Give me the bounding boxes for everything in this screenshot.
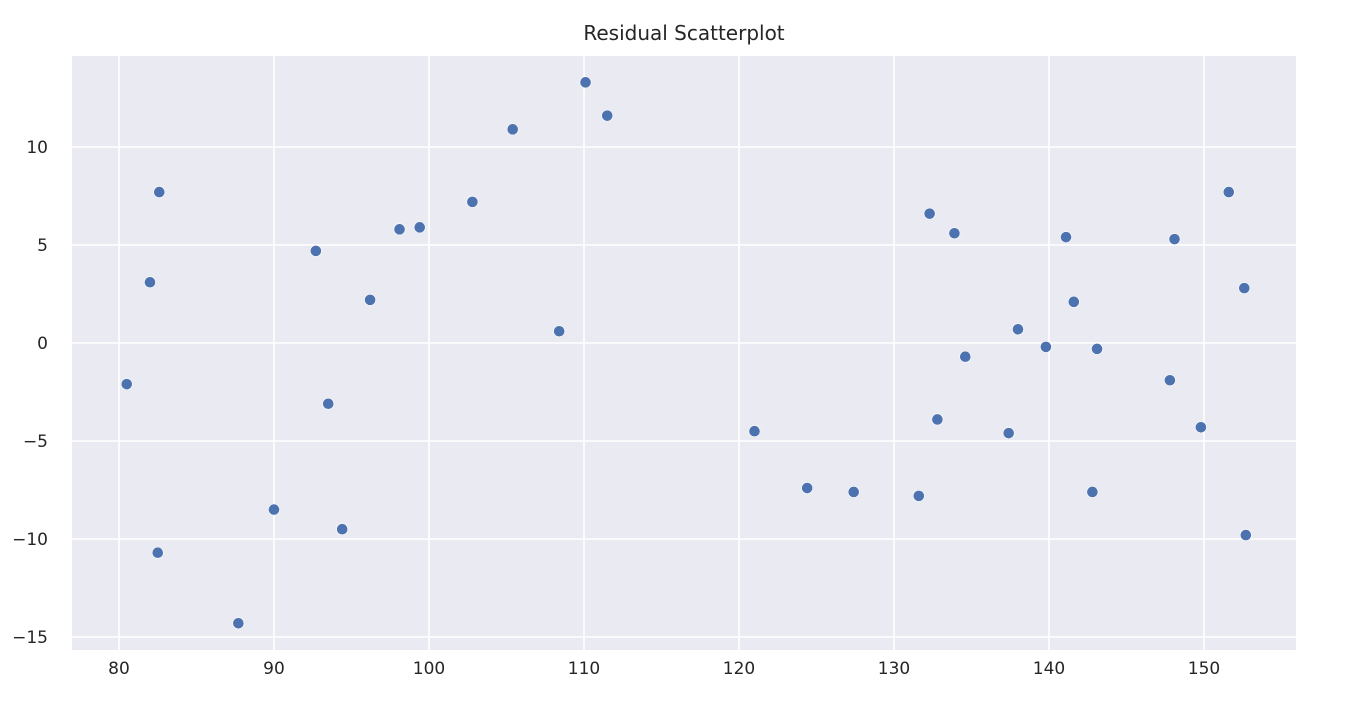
data-point — [1002, 427, 1015, 440]
data-point — [912, 489, 925, 502]
data-point — [1195, 421, 1207, 434]
data-point — [1040, 341, 1052, 353]
y-tick-label: −5 — [23, 432, 48, 452]
x-tick-label: 110 — [568, 659, 600, 679]
data-point — [1060, 231, 1072, 244]
data-point — [1012, 323, 1024, 336]
x-tick-label: 140 — [1033, 659, 1065, 679]
data-point — [601, 109, 614, 122]
plot-background — [72, 56, 1296, 650]
y-tick-label: −10 — [12, 530, 48, 550]
data-point — [393, 223, 406, 236]
y-tick-label: 10 — [26, 138, 48, 158]
data-point — [959, 350, 972, 363]
data-points — [120, 76, 1252, 630]
data-point — [579, 76, 592, 89]
data-point — [931, 413, 944, 426]
data-point — [553, 325, 566, 338]
data-point — [336, 523, 349, 536]
data-point — [151, 546, 164, 559]
data-point — [923, 207, 936, 220]
data-point — [1091, 342, 1103, 355]
data-point — [1067, 295, 1080, 308]
data-point — [1239, 529, 1252, 541]
x-tick-label: 90 — [263, 659, 285, 679]
data-point — [232, 617, 245, 630]
y-tick-label: 5 — [37, 236, 48, 256]
data-point — [364, 293, 376, 306]
y-tick-label: −15 — [12, 628, 48, 648]
data-point — [1086, 486, 1099, 498]
data-point — [153, 186, 166, 198]
gridlines — [72, 56, 1296, 650]
data-point — [1164, 374, 1176, 387]
data-point — [748, 425, 761, 438]
data-point — [801, 482, 814, 494]
data-point — [268, 503, 280, 516]
data-point — [1168, 233, 1181, 246]
data-point — [1238, 282, 1251, 295]
x-tick-label: 150 — [1188, 659, 1220, 679]
x-tick-label: 100 — [413, 659, 445, 679]
y-axis-ticks: −15 −10 −5 0 5 10 — [12, 138, 48, 648]
data-point — [322, 397, 335, 410]
chart-title: Residual Scatterplot — [583, 21, 784, 45]
x-tick-label: 130 — [878, 659, 910, 679]
data-point — [847, 486, 860, 498]
data-point — [506, 123, 519, 136]
data-point — [309, 244, 322, 257]
data-point — [120, 378, 133, 391]
data-point — [1222, 186, 1235, 198]
data-point — [144, 276, 156, 289]
data-point — [413, 221, 426, 234]
x-axis-ticks: 80 90 100 110 120 130 140 150 — [108, 659, 1220, 679]
x-tick-label: 80 — [108, 659, 130, 679]
y-tick-label: 0 — [37, 334, 48, 354]
data-point — [466, 195, 479, 208]
data-point — [948, 227, 961, 240]
x-tick-label: 120 — [723, 659, 755, 679]
